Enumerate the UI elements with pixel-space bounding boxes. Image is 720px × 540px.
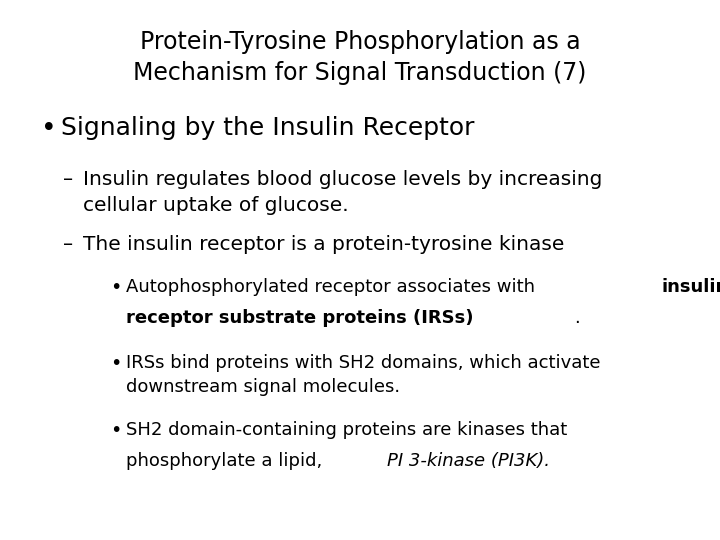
Text: IRSs bind proteins with SH2 domains, which activate
downstream signal molecules.: IRSs bind proteins with SH2 domains, whi… [126,354,600,396]
Text: •: • [110,354,122,373]
Text: Insulin regulates blood glucose levels by increasing
cellular uptake of glucose.: Insulin regulates blood glucose levels b… [83,170,602,215]
Text: .: . [575,309,580,327]
Text: Signaling by the Insulin Receptor: Signaling by the Insulin Receptor [61,116,474,140]
Text: •: • [110,421,122,440]
Text: receptor substrate proteins (IRSs): receptor substrate proteins (IRSs) [126,309,474,327]
Text: Autophosphorylated receptor associates with: Autophosphorylated receptor associates w… [126,278,541,296]
Text: –: – [63,170,73,189]
Text: –: – [63,235,73,254]
Text: SH2 domain-containing proteins are kinases that: SH2 domain-containing proteins are kinas… [126,421,567,439]
Text: Protein-Tyrosine Phosphorylation as a
Mechanism for Signal Transduction (7): Protein-Tyrosine Phosphorylation as a Me… [133,30,587,85]
Text: •: • [110,278,122,297]
Text: phosphorylate a lipid,: phosphorylate a lipid, [126,452,328,470]
Text: •: • [41,116,57,142]
Text: PI 3-kinase (PI3K).: PI 3-kinase (PI3K). [387,452,549,470]
Text: insulin: insulin [661,278,720,296]
Text: The insulin receptor is a protein-tyrosine kinase: The insulin receptor is a protein-tyrosi… [83,235,564,254]
